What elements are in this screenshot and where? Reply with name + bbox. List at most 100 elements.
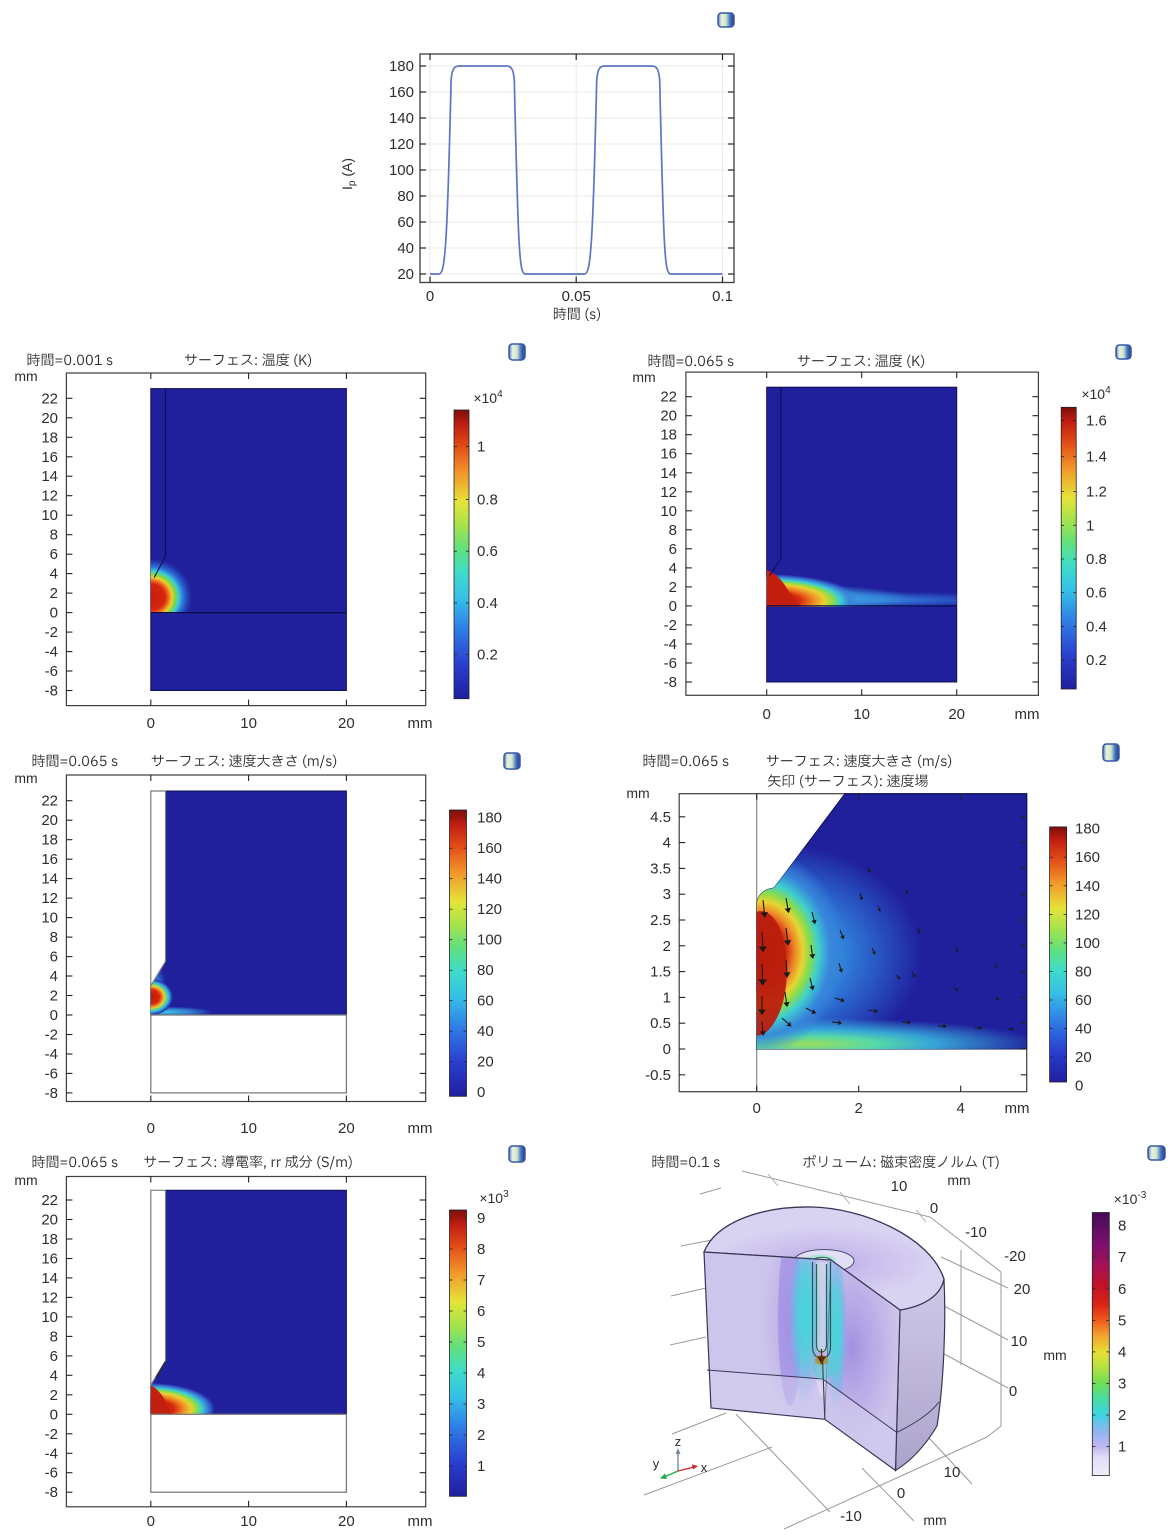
svg-text:4: 4 (50, 1367, 58, 1384)
svg-text:mm: mm (1043, 1347, 1066, 1363)
svg-text:0: 0 (663, 1041, 671, 1058)
svg-text:180: 180 (1075, 821, 1100, 838)
svg-text:140: 140 (477, 871, 502, 888)
svg-text:7: 7 (477, 1272, 485, 1289)
svg-text:14: 14 (660, 465, 677, 482)
svg-text:10: 10 (660, 503, 677, 520)
svg-text:16: 16 (41, 1251, 58, 1268)
svg-text:22: 22 (41, 1192, 58, 1209)
svg-text:8: 8 (1118, 1218, 1126, 1235)
svg-text:mm: mm (923, 1512, 946, 1528)
svg-text:0.05: 0.05 (562, 288, 591, 305)
svg-text:0.8: 0.8 (477, 492, 498, 509)
svg-text:20: 20 (41, 812, 58, 829)
svg-text:10: 10 (41, 507, 58, 524)
svg-text:20: 20 (41, 1212, 58, 1229)
svg-text:18: 18 (660, 427, 677, 444)
svg-text:4: 4 (957, 1100, 965, 1117)
svg-text:40: 40 (477, 1023, 494, 1040)
svg-text:22: 22 (41, 793, 58, 810)
svg-text:1: 1 (663, 989, 671, 1006)
svg-text:16: 16 (41, 449, 58, 466)
svg-text:0.1: 0.1 (712, 288, 733, 305)
svg-text:mm: mm (408, 1513, 433, 1530)
svg-text:60: 60 (1075, 992, 1092, 1009)
svg-text:2.5: 2.5 (650, 912, 671, 929)
svg-text:0.6: 0.6 (477, 543, 498, 560)
svg-text:mm: mm (408, 715, 433, 732)
svg-text:2: 2 (855, 1100, 863, 1117)
svg-text:6: 6 (50, 1348, 58, 1365)
svg-text:1: 1 (1086, 517, 1094, 534)
svg-text:22: 22 (41, 390, 58, 407)
svg-text:x: x (701, 1460, 708, 1475)
svg-text:3: 3 (1118, 1376, 1126, 1393)
svg-text:20: 20 (948, 706, 965, 723)
svg-text:10: 10 (944, 1464, 961, 1481)
svg-text:×104: ×104 (1081, 385, 1111, 402)
svg-text:3: 3 (477, 1396, 485, 1413)
svg-text:mm: mm (1005, 1100, 1030, 1117)
svg-text:-8: -8 (45, 683, 58, 700)
svg-text:100: 100 (477, 932, 502, 949)
svg-text:mm: mm (626, 785, 649, 801)
svg-text:22: 22 (660, 389, 677, 406)
svg-text:60: 60 (397, 214, 414, 231)
svg-text:0.4: 0.4 (1086, 618, 1107, 635)
svg-text:5: 5 (477, 1334, 485, 1351)
svg-text:×103: ×103 (479, 1189, 509, 1206)
svg-text:10: 10 (891, 1178, 908, 1195)
svg-text:-4: -4 (45, 644, 58, 661)
svg-text:120: 120 (389, 136, 414, 153)
svg-text:140: 140 (1075, 878, 1100, 895)
svg-text:20: 20 (1075, 1049, 1092, 1066)
svg-text:20: 20 (41, 410, 58, 427)
svg-text:-2: -2 (664, 617, 677, 634)
svg-text:0: 0 (50, 1007, 58, 1024)
svg-text:18: 18 (41, 832, 58, 849)
svg-text:2: 2 (477, 1427, 485, 1444)
svg-text:-4: -4 (45, 1445, 58, 1462)
svg-text:-10: -10 (965, 1224, 987, 1241)
svg-text:3.5: 3.5 (650, 860, 671, 877)
svg-text:mm: mm (632, 369, 655, 385)
svg-text:-8: -8 (45, 1484, 58, 1501)
svg-text:Ip (A): Ip (A) (339, 158, 358, 190)
svg-text:0: 0 (147, 715, 155, 732)
svg-text:mm: mm (14, 368, 37, 384)
svg-text:4: 4 (663, 835, 671, 852)
svg-text:10: 10 (41, 1309, 58, 1326)
svg-text:0: 0 (1009, 1383, 1017, 1400)
svg-text:0.6: 0.6 (1086, 585, 1107, 602)
svg-text:12: 12 (41, 488, 58, 505)
svg-text:6: 6 (50, 949, 58, 966)
svg-text:10: 10 (41, 910, 58, 927)
svg-text:1: 1 (477, 1458, 485, 1475)
svg-text:100: 100 (1075, 935, 1100, 952)
svg-text:2: 2 (50, 1387, 58, 1404)
svg-text:80: 80 (1075, 964, 1092, 981)
svg-text:8: 8 (50, 527, 58, 544)
svg-text:-6: -6 (45, 1465, 58, 1482)
svg-text:120: 120 (1075, 906, 1100, 923)
svg-text:80: 80 (477, 962, 494, 979)
svg-text:10: 10 (853, 706, 870, 723)
svg-text:-4: -4 (664, 636, 677, 653)
svg-text:10: 10 (240, 715, 257, 732)
svg-text:9: 9 (477, 1210, 485, 1227)
svg-text:-6: -6 (664, 655, 677, 672)
svg-text:1.2: 1.2 (1086, 484, 1107, 501)
svg-text:-8: -8 (45, 1085, 58, 1102)
svg-text:20: 20 (338, 1120, 355, 1137)
svg-text:2: 2 (50, 988, 58, 1005)
svg-text:6: 6 (477, 1303, 485, 1320)
svg-text:100: 100 (389, 162, 414, 179)
svg-text:20: 20 (338, 715, 355, 732)
svg-text:80: 80 (397, 188, 414, 205)
svg-text:6: 6 (669, 541, 677, 558)
svg-text:140: 140 (389, 110, 414, 127)
svg-text:3: 3 (663, 886, 671, 903)
svg-text:4: 4 (1118, 1344, 1126, 1361)
svg-text:0.8: 0.8 (1086, 551, 1107, 568)
svg-text:180: 180 (389, 58, 414, 75)
